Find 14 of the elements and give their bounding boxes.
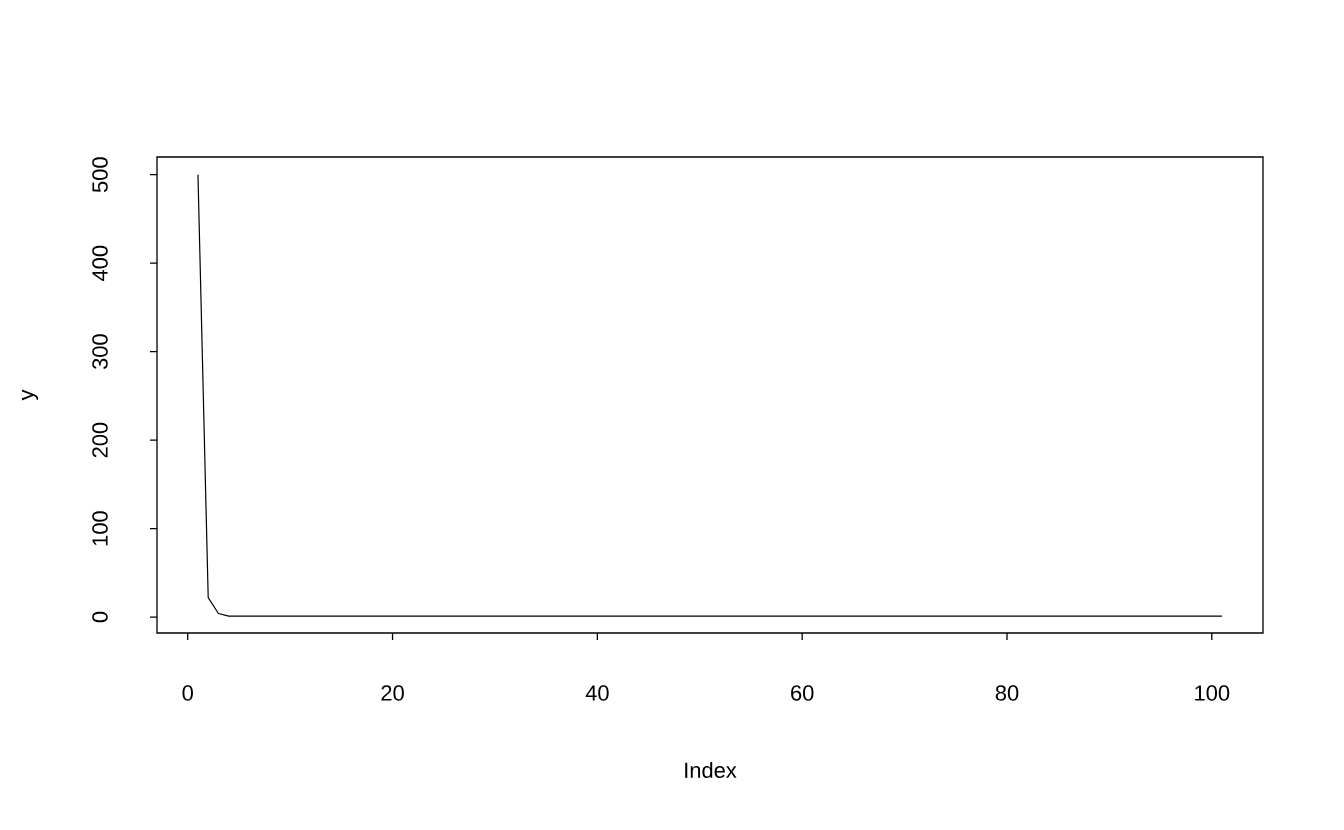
y-tick-label: 400 <box>92 245 108 281</box>
x-tick-label: 80 <box>995 685 1019 701</box>
x-axis-title: Index <box>685 761 737 779</box>
y-tick-label: 100 <box>92 511 108 546</box>
x-tick-label: 0 <box>182 685 193 701</box>
y-axis-title: y <box>21 389 39 401</box>
x-tick-label: 100 <box>1195 685 1230 701</box>
y-tick-label: 0 <box>92 611 108 623</box>
x-tick-label: 20 <box>381 685 404 701</box>
y-tick-label: 200 <box>92 422 108 458</box>
x-tick-label: 60 <box>791 685 814 701</box>
y-tick-label: 500 <box>92 157 108 193</box>
y-tick-label: 300 <box>92 334 108 370</box>
x-tick-label: 40 <box>585 685 609 701</box>
